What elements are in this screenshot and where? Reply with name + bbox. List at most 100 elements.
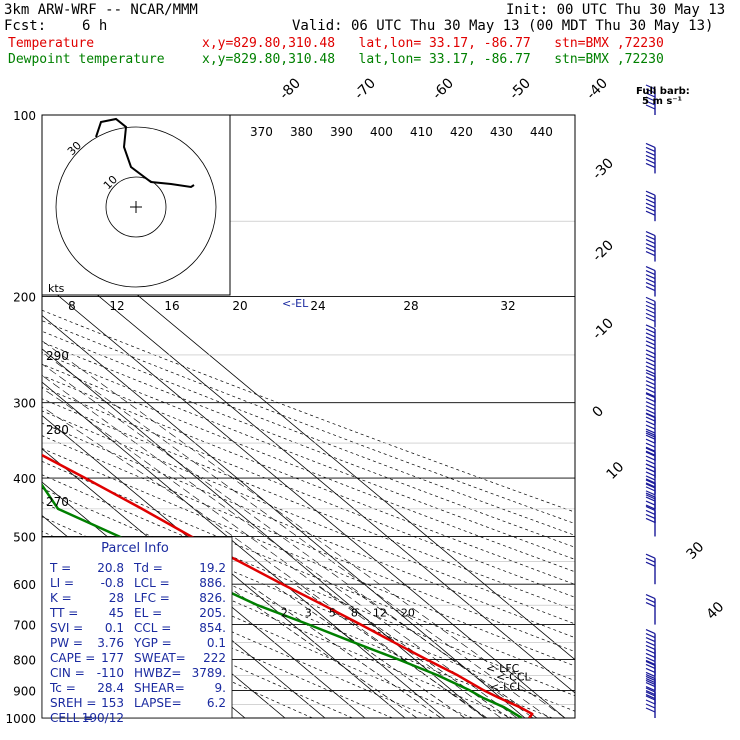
wind-barb-flag [645, 361, 656, 367]
model-title: 3km ARW-WRF -- NCAR/MMM [4, 2, 198, 18]
wind-barb-flag [645, 202, 656, 208]
parcel-label: CAPE = [50, 651, 95, 665]
parcel-label: TT = [49, 606, 78, 620]
parcel-label: LAPSE= [134, 696, 182, 710]
wind-barb-flag [645, 629, 656, 635]
pressure-tick-label: 500 [13, 530, 36, 544]
isotherm-top-label: -60 [430, 75, 457, 102]
wind-barb-flag [645, 699, 656, 705]
pressure-tick-label: 100 [13, 109, 36, 123]
theta-label: 440 [530, 125, 553, 139]
wind-barb-flag [645, 412, 656, 418]
wind-barb-flag [645, 513, 656, 520]
hodograph-speed-label: 24 [310, 299, 325, 313]
parcel-label: SHEAR= [134, 681, 185, 695]
parcel-label: PW = [50, 636, 83, 650]
wind-barb-flag [645, 154, 656, 160]
wind-barb-flag [645, 490, 656, 496]
mixing-ratio-line [248, 583, 442, 718]
wind-barb-flag [645, 455, 656, 461]
isotherm-side-label: -10 [590, 315, 617, 342]
theta-label: 400 [370, 125, 393, 139]
wind-barb-flag [645, 694, 656, 700]
wind-barb-flag [645, 388, 656, 394]
wind-barb-flag [645, 505, 656, 512]
wind-barb-flag [645, 451, 656, 457]
wind-barb-flag [645, 190, 656, 196]
init-time: Init: 00 UTC Thu 30 May 13 [506, 2, 726, 18]
wind-barb-flag [645, 686, 656, 692]
wind-barb-flag [645, 231, 656, 237]
wind-barb-flag [645, 557, 656, 563]
mixing-ratio-label: 5 [329, 607, 336, 620]
wind-barb-flag [645, 675, 656, 681]
isotherm-line [42, 314, 526, 718]
wind-barb-flag [645, 376, 656, 382]
parcel-value: 6.2 [207, 696, 226, 710]
wind-barb-flag [645, 273, 656, 280]
isotherm-top-label: -70 [352, 75, 379, 102]
hodograph-units: kts [48, 282, 65, 295]
wind-barb-flag [645, 703, 656, 709]
wind-barb-flag [645, 344, 656, 350]
wind-barb-flag [645, 509, 656, 516]
theta-label: 380 [290, 125, 313, 139]
isotherm-line [42, 281, 566, 718]
wind-barb-flag [645, 671, 656, 677]
parcel-value: 0.1 [105, 621, 124, 635]
parcel-value: -0.8 [101, 576, 124, 590]
wind-barb-flag [645, 648, 656, 654]
wind-barb-flag [645, 384, 656, 390]
parcel-label: Td = [133, 561, 163, 575]
wind-barb-flag [645, 142, 656, 148]
wind-barb-flag [645, 471, 656, 477]
wind-barb-flag [645, 235, 656, 241]
barb-legend-title: Full barb: [636, 86, 690, 97]
temperature-legend-label: Temperature [8, 36, 95, 51]
wind-barb-flag [645, 353, 656, 359]
wind-barb-flag [645, 553, 656, 559]
wind-barb-flag [645, 420, 656, 426]
wind-barb-flag [645, 265, 656, 272]
parcel-info-title: Parcel Info [101, 541, 169, 556]
wind-barb-flag [645, 644, 656, 650]
isotherm-line [0, 115, 5, 718]
parcel-label: CELL = [50, 711, 93, 725]
wind-barb-flag [645, 392, 656, 398]
isotherm-top-label: -40 [584, 75, 611, 102]
wind-barb-flag [645, 365, 656, 371]
wind-barb-flag [645, 304, 656, 310]
parcel-value: 3789. [192, 666, 226, 680]
wind-barb-flag [645, 598, 656, 604]
isotherm-line [42, 448, 366, 718]
parcel-value: 153 [101, 696, 124, 710]
wind-barb-flag [645, 308, 656, 314]
parcel-label: Tc = [49, 681, 76, 695]
forecast-label: Fcst: [4, 18, 47, 34]
wind-barb-flag [645, 336, 656, 342]
parcel-label: LCL = [134, 576, 170, 590]
wind-barb-flag [645, 210, 656, 216]
mixing-ratio-label: 2 [281, 607, 288, 620]
wind-barb-flag [645, 277, 656, 284]
parcel-label: T = [49, 561, 71, 575]
pressure-tick-label: 600 [13, 578, 36, 592]
wind-barb-flag [645, 660, 656, 666]
wind-barb-flag [645, 349, 656, 355]
wind-barb-flag [645, 281, 656, 288]
wind-barb-flag [645, 447, 656, 453]
temperature-legend-info: x,y=829.80,310.48 lat,lon= 33.17, -86.77… [202, 36, 664, 51]
wind-barb-flag [645, 494, 656, 500]
parcel-label: HWBZ= [134, 666, 181, 680]
pressure-tick-label: 700 [13, 619, 36, 633]
parcel-label: SWEAT= [134, 651, 186, 665]
wind-barb-flag [645, 428, 656, 434]
wind-barb-flag [645, 687, 656, 693]
wind-barb-flag [645, 96, 656, 102]
wind-barb-flag [645, 667, 656, 673]
wind-barb-flag [645, 430, 656, 436]
ccl-marker: <-CCL [496, 671, 532, 684]
theta-label: 410 [410, 125, 433, 139]
wind-barb-flag [645, 312, 656, 318]
